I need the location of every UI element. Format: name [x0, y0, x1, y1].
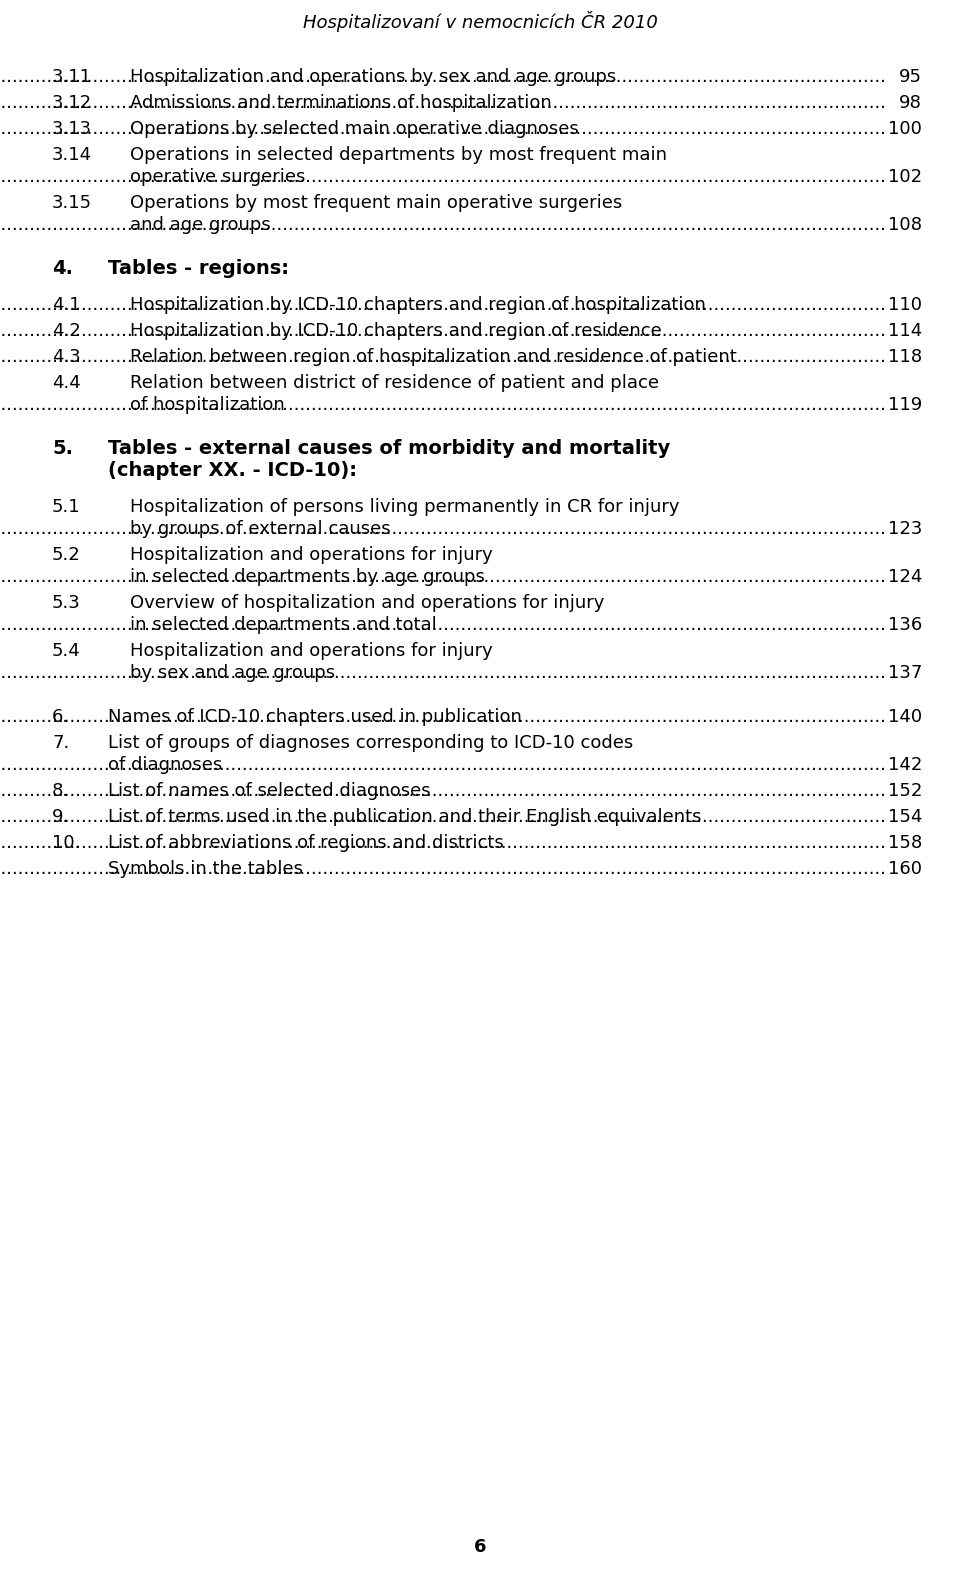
Text: of hospitalization: of hospitalization	[130, 396, 285, 413]
Text: 7.: 7.	[52, 735, 69, 752]
Text: Tables - external causes of morbidity and mortality: Tables - external causes of morbidity an…	[108, 439, 670, 458]
Text: Hospitalization and operations for injury: Hospitalization and operations for injur…	[130, 642, 492, 660]
Text: 142: 142	[888, 755, 922, 774]
Text: 158: 158	[888, 835, 922, 852]
Text: 154: 154	[888, 808, 922, 825]
Text: ................................................................................: ........................................…	[0, 520, 886, 537]
Text: 9.: 9.	[52, 808, 69, 825]
Text: ................................................................................: ........................................…	[0, 68, 886, 86]
Text: 4.: 4.	[52, 259, 73, 278]
Text: ................................................................................: ........................................…	[0, 860, 886, 878]
Text: 5.3: 5.3	[52, 595, 81, 612]
Text: ................................................................................: ........................................…	[0, 808, 886, 825]
Text: 100: 100	[888, 119, 922, 138]
Text: and age groups: and age groups	[130, 216, 271, 234]
Text: 5.2: 5.2	[52, 545, 81, 564]
Text: 119: 119	[888, 396, 922, 413]
Text: ................................................................................: ........................................…	[0, 396, 886, 413]
Text: 152: 152	[888, 782, 922, 800]
Text: Hospitalization and operations for injury: Hospitalization and operations for injur…	[130, 545, 492, 564]
Text: ................................................................................: ........................................…	[0, 568, 886, 587]
Text: 140: 140	[888, 708, 922, 727]
Text: 4.1: 4.1	[52, 296, 81, 313]
Text: List of terms used in the publication and their English equivalents: List of terms used in the publication an…	[108, 808, 702, 825]
Text: 95: 95	[899, 68, 922, 86]
Text: 123: 123	[888, 520, 922, 537]
Text: Operations by selected main operative diagnoses: Operations by selected main operative di…	[130, 119, 579, 138]
Text: 4.2: 4.2	[52, 323, 81, 340]
Text: ................................................................................: ........................................…	[0, 835, 886, 852]
Text: 5.1: 5.1	[52, 498, 81, 517]
Text: List of abbreviations of regions and districts: List of abbreviations of regions and dis…	[108, 835, 504, 852]
Text: Relation between region of hospitalization and residence of patient: Relation between region of hospitalizati…	[130, 348, 736, 366]
Text: of diagnoses: of diagnoses	[108, 755, 223, 774]
Text: Operations by most frequent main operative surgeries: Operations by most frequent main operati…	[130, 194, 622, 211]
Text: 4.4: 4.4	[52, 374, 81, 393]
Text: ................................................................................: ........................................…	[0, 119, 886, 138]
Text: 3.13: 3.13	[52, 119, 92, 138]
Text: ................................................................................: ........................................…	[0, 169, 886, 186]
Text: Hospitalization of persons living permanently in CR for injury: Hospitalization of persons living perman…	[130, 498, 680, 517]
Text: Hospitalization by ICD-10 chapters and region of residence: Hospitalization by ICD-10 chapters and r…	[130, 323, 661, 340]
Text: 10.: 10.	[52, 835, 81, 852]
Text: 137: 137	[888, 665, 922, 682]
Text: 98: 98	[900, 94, 922, 111]
Text: 124: 124	[888, 568, 922, 587]
Text: 118: 118	[888, 348, 922, 366]
Text: by sex and age groups: by sex and age groups	[130, 665, 335, 682]
Text: 3.15: 3.15	[52, 194, 92, 211]
Text: 114: 114	[888, 323, 922, 340]
Text: 108: 108	[888, 216, 922, 234]
Text: 5.4: 5.4	[52, 642, 81, 660]
Text: Hospitalization and operations by sex and age groups: Hospitalization and operations by sex an…	[130, 68, 616, 86]
Text: ................................................................................: ........................................…	[0, 216, 886, 234]
Text: Names of ICD-10 chapters used in publication: Names of ICD-10 chapters used in publica…	[108, 708, 522, 727]
Text: ................................................................................: ........................................…	[0, 708, 886, 727]
Text: 6: 6	[473, 1538, 487, 1557]
Text: ................................................................................: ........................................…	[0, 665, 886, 682]
Text: Relation between district of residence of patient and place: Relation between district of residence o…	[130, 374, 659, 393]
Text: 8.: 8.	[52, 782, 69, 800]
Text: in selected departments and total: in selected departments and total	[130, 615, 437, 634]
Text: ................................................................................: ........................................…	[0, 615, 886, 634]
Text: in selected departments by age groups: in selected departments by age groups	[130, 568, 485, 587]
Text: 3.12: 3.12	[52, 94, 92, 111]
Text: operative surgeries: operative surgeries	[130, 169, 305, 186]
Text: List of groups of diagnoses corresponding to ICD-10 codes: List of groups of diagnoses correspondin…	[108, 735, 634, 752]
Text: 3.14: 3.14	[52, 146, 92, 164]
Text: ................................................................................: ........................................…	[0, 296, 886, 313]
Text: Hospitalization by ICD-10 chapters and region of hospitalization: Hospitalization by ICD-10 chapters and r…	[130, 296, 706, 313]
Text: 4.3: 4.3	[52, 348, 81, 366]
Text: Operations in selected departments by most frequent main: Operations in selected departments by mo…	[130, 146, 667, 164]
Text: List of names of selected diagnoses: List of names of selected diagnoses	[108, 782, 431, 800]
Text: ................................................................................: ........................................…	[0, 755, 886, 774]
Text: 5.: 5.	[52, 439, 73, 458]
Text: 6.: 6.	[52, 708, 69, 727]
Text: ................................................................................: ........................................…	[0, 94, 886, 111]
Text: Hospitalizovaní v nemocnicích ČR 2010: Hospitalizovaní v nemocnicích ČR 2010	[302, 11, 658, 32]
Text: (chapter XX. - ICD-10):: (chapter XX. - ICD-10):	[108, 461, 357, 480]
Text: ................................................................................: ........................................…	[0, 782, 886, 800]
Text: by groups of external causes: by groups of external causes	[130, 520, 391, 537]
Text: 110: 110	[888, 296, 922, 313]
Text: 3.11: 3.11	[52, 68, 92, 86]
Text: 136: 136	[888, 615, 922, 634]
Text: Symbols in the tables: Symbols in the tables	[108, 860, 303, 878]
Text: Admissions and terminations of hospitalization: Admissions and terminations of hospitali…	[130, 94, 552, 111]
Text: Tables - regions:: Tables - regions:	[108, 259, 289, 278]
Text: ................................................................................: ........................................…	[0, 348, 886, 366]
Text: Overview of hospitalization and operations for injury: Overview of hospitalization and operatio…	[130, 595, 605, 612]
Text: 102: 102	[888, 169, 922, 186]
Text: 160: 160	[888, 860, 922, 878]
Text: ................................................................................: ........................................…	[0, 323, 886, 340]
